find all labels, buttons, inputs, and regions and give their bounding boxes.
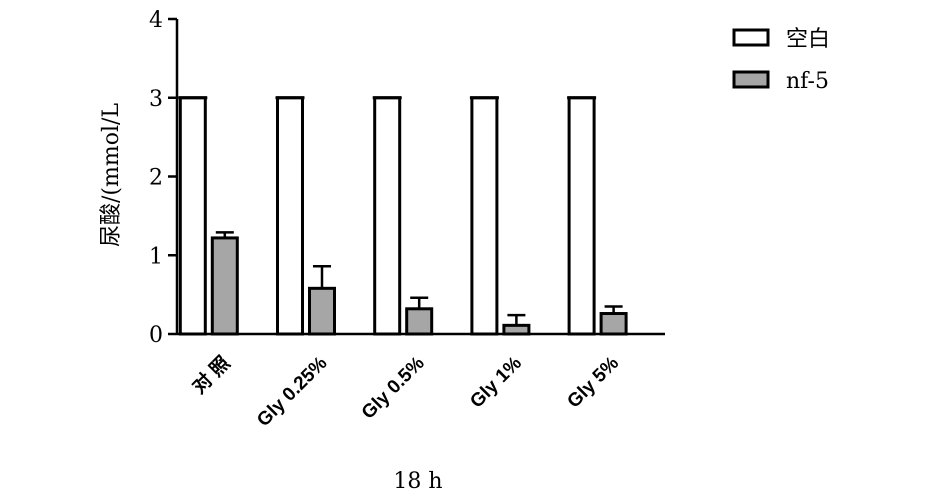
bar-blank	[373, 96, 402, 336]
y-ticks: 0 1 2 3 4	[149, 8, 177, 348]
x-tick-labels: 对 照 Gly 0.25% Gly 0.5% Gly 1% Gly 5%	[187, 351, 623, 431]
bar-blank	[276, 96, 304, 336]
legend-label: nf-5	[786, 69, 829, 94]
bars	[178, 96, 628, 336]
bar-nf5	[502, 323, 531, 336]
x-axis-label: 18 h	[393, 469, 442, 494]
bar-blank	[470, 96, 499, 336]
y-tick-label: 0	[149, 323, 163, 348]
y-tick-label: 3	[149, 87, 163, 112]
x-tick-label: Gly 5%	[563, 353, 623, 413]
y-tick-label: 4	[149, 8, 163, 33]
legend: 空白 nf-5	[732, 27, 830, 94]
bar-blank	[178, 96, 207, 336]
x-tick-label: Gly 0.25%	[253, 353, 331, 431]
bar-nf5	[599, 312, 628, 336]
legend-label: 空白	[786, 27, 830, 52]
bar-nf5	[308, 286, 336, 336]
bar-nf5	[405, 307, 434, 336]
y-tick-label: 2	[149, 166, 163, 191]
bar-nf5	[210, 236, 239, 336]
y-axis-label: 尿酸/(mmol/L	[99, 103, 124, 247]
legend-swatch	[732, 28, 770, 47]
y-tick-label: 1	[149, 244, 163, 269]
bar-blank	[567, 96, 596, 336]
legend-swatch	[732, 70, 770, 89]
x-tick-label: Gly 1%	[466, 353, 526, 413]
x-tick-label: Gly 0.5%	[358, 353, 429, 424]
x-tick-label: 对 照	[187, 351, 234, 398]
